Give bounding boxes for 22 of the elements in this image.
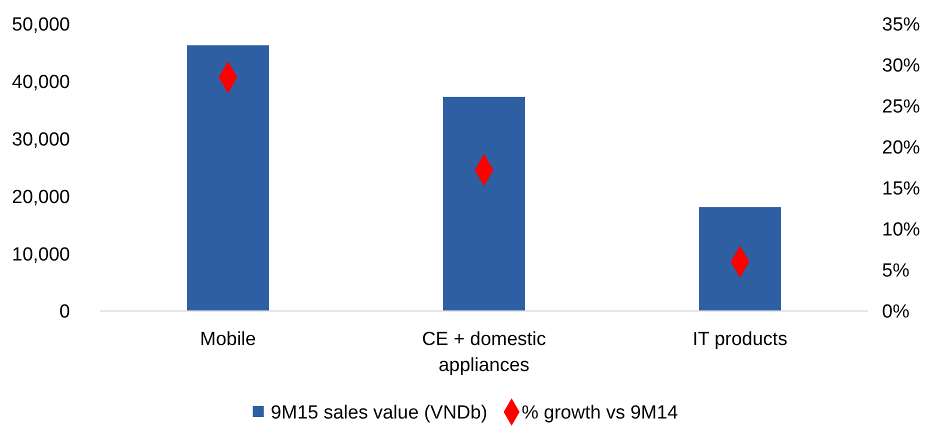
bar xyxy=(187,45,269,311)
y2-tick-label: 20% xyxy=(882,138,920,159)
y2-tick-label: 15% xyxy=(882,178,920,200)
y2-tick-label: 0% xyxy=(882,302,910,323)
y2-tick-label: 10% xyxy=(882,220,920,241)
legend-label: % growth vs 9M14 xyxy=(522,402,678,424)
x-tick-label: CE + domestic appliances xyxy=(422,329,546,376)
x-tick-label: IT products xyxy=(692,329,788,350)
y-tick-label: 10,000 xyxy=(12,244,70,266)
bar xyxy=(443,96,525,311)
legend-label: 9M15 sales value (VNDb) xyxy=(270,402,488,424)
y-tick-label: 0 xyxy=(59,302,70,323)
y-tick-label: 20,000 xyxy=(12,186,70,208)
y2-tick-label: 35% xyxy=(882,14,920,36)
y-tick-label: 40,000 xyxy=(12,72,70,94)
y2-tick-label: 5% xyxy=(882,260,910,282)
y-tick-label: 30,000 xyxy=(12,129,70,150)
y2-tick-label: 30% xyxy=(882,56,920,77)
y2-tick-label: 25% xyxy=(882,96,920,118)
x-tick-label: Mobile xyxy=(200,329,256,350)
bar xyxy=(699,207,781,311)
y-tick-label: 50,000 xyxy=(12,14,70,36)
